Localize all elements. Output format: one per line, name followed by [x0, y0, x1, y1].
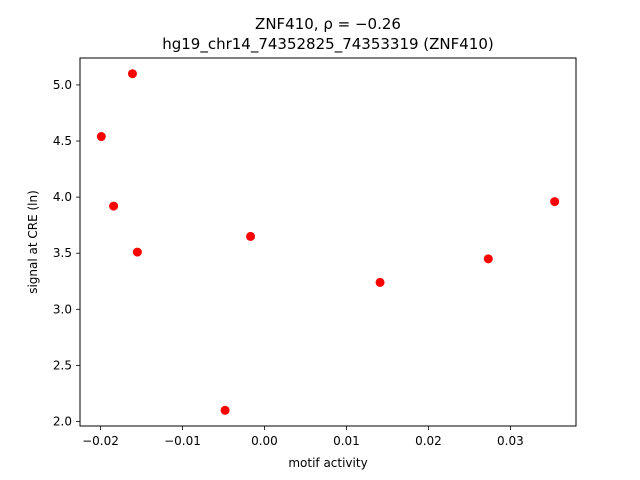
x-tick-label: 0.01: [333, 434, 360, 448]
data-point: [127, 69, 137, 79]
y-tick-label: 4.0: [53, 190, 72, 204]
y-tick-label: 4.5: [53, 134, 72, 148]
x-tick-label: 0.03: [497, 434, 524, 448]
plot-area: −0.02 −0.01 0.00 0.01 0.02 0.03 2.0 2.5 3.0 3.5 4.…: [53, 57, 577, 448]
y-tick-label: 3.0: [53, 302, 72, 316]
data-point: [220, 405, 230, 415]
x-tick-label: 0.02: [415, 434, 442, 448]
x-tick-label: −0.01: [164, 434, 201, 448]
y-tick-label: 2.0: [53, 415, 72, 429]
data-point: [246, 231, 256, 241]
plot-frame: [79, 57, 577, 427]
y-tick-label: 2.5: [53, 358, 72, 372]
data-point: [550, 197, 560, 207]
data-point: [96, 132, 106, 142]
y-tick-label: 3.5: [53, 246, 72, 260]
x-axis-label: motif activity: [288, 456, 367, 470]
y-axis-label: signal at CRE (ln): [26, 190, 40, 294]
x-tick-label: −0.02: [82, 434, 119, 448]
chart-title-line1: ZNF410, ρ = −0.26: [255, 15, 401, 33]
chart-title-line2: hg19_chr14_74352825_74353319 (ZNF410): [162, 35, 494, 54]
y-tick-label: 5.0: [53, 78, 72, 92]
data-point: [375, 277, 385, 287]
x-tick-label: 0.00: [251, 434, 278, 448]
data-point: [132, 247, 142, 257]
data-point: [109, 201, 119, 211]
data-point: [483, 254, 493, 264]
